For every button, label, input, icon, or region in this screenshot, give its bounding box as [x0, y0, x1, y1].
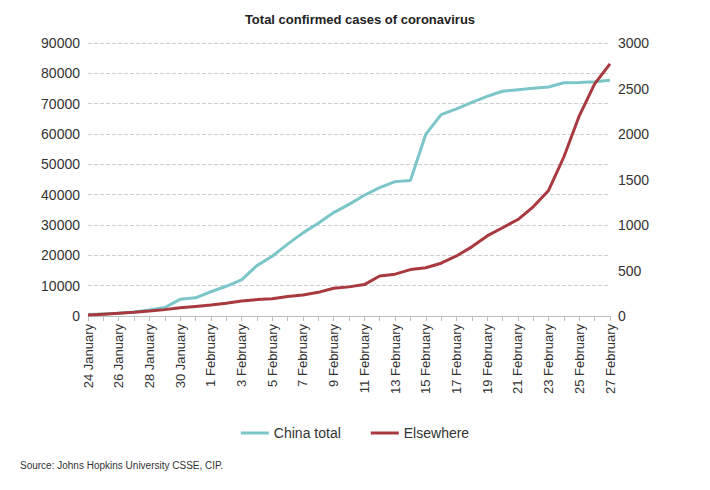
svg-text:3000: 3000 [618, 35, 649, 51]
svg-text:1000: 1000 [618, 217, 649, 233]
svg-text:9 February: 9 February [326, 324, 341, 387]
svg-text:27 February: 27 February [603, 324, 618, 395]
svg-text:2500: 2500 [618, 81, 649, 97]
svg-text:50000: 50000 [41, 156, 80, 172]
svg-text:23 February: 23 February [541, 324, 556, 395]
svg-text:28 January: 28 January [142, 324, 157, 389]
svg-text:25 February: 25 February [572, 324, 587, 395]
svg-text:5 February: 5 February [265, 324, 280, 387]
svg-text:7 February: 7 February [295, 324, 310, 387]
svg-text:60000: 60000 [41, 126, 80, 142]
svg-text:3 February: 3 February [234, 324, 249, 387]
svg-text:40000: 40000 [41, 187, 80, 203]
svg-text:30 January: 30 January [173, 324, 188, 389]
svg-text:10000: 10000 [41, 278, 80, 294]
svg-text:0: 0 [618, 308, 626, 324]
svg-text:30000: 30000 [41, 217, 80, 233]
svg-text:11 February: 11 February [357, 324, 372, 394]
svg-text:24 January: 24 January [81, 324, 96, 389]
svg-text:0: 0 [72, 308, 80, 324]
svg-text:1500: 1500 [618, 172, 649, 188]
svg-text:90000: 90000 [41, 35, 80, 51]
svg-text:19 February: 19 February [480, 324, 495, 395]
svg-text:China total: China total [274, 425, 341, 441]
svg-text:20000: 20000 [41, 247, 80, 263]
svg-text:26 January: 26 January [111, 324, 126, 389]
svg-text:21 February: 21 February [510, 324, 525, 395]
svg-text:Source: Johns Hopkins Universi: Source: Johns Hopkins University CSSE, C… [20, 460, 223, 471]
svg-text:500: 500 [618, 263, 642, 279]
svg-text:Total confirmed cases of coron: Total confirmed cases of coronavirus [245, 12, 475, 27]
svg-text:1 February: 1 February [203, 324, 218, 387]
svg-text:80000: 80000 [41, 65, 80, 81]
svg-text:70000: 70000 [41, 96, 80, 112]
svg-text:Elsewhere: Elsewhere [404, 425, 470, 441]
svg-text:15 February: 15 February [418, 324, 433, 395]
svg-text:13 February: 13 February [388, 324, 403, 395]
svg-text:17 February: 17 February [449, 324, 464, 395]
svg-text:2000: 2000 [618, 126, 649, 142]
